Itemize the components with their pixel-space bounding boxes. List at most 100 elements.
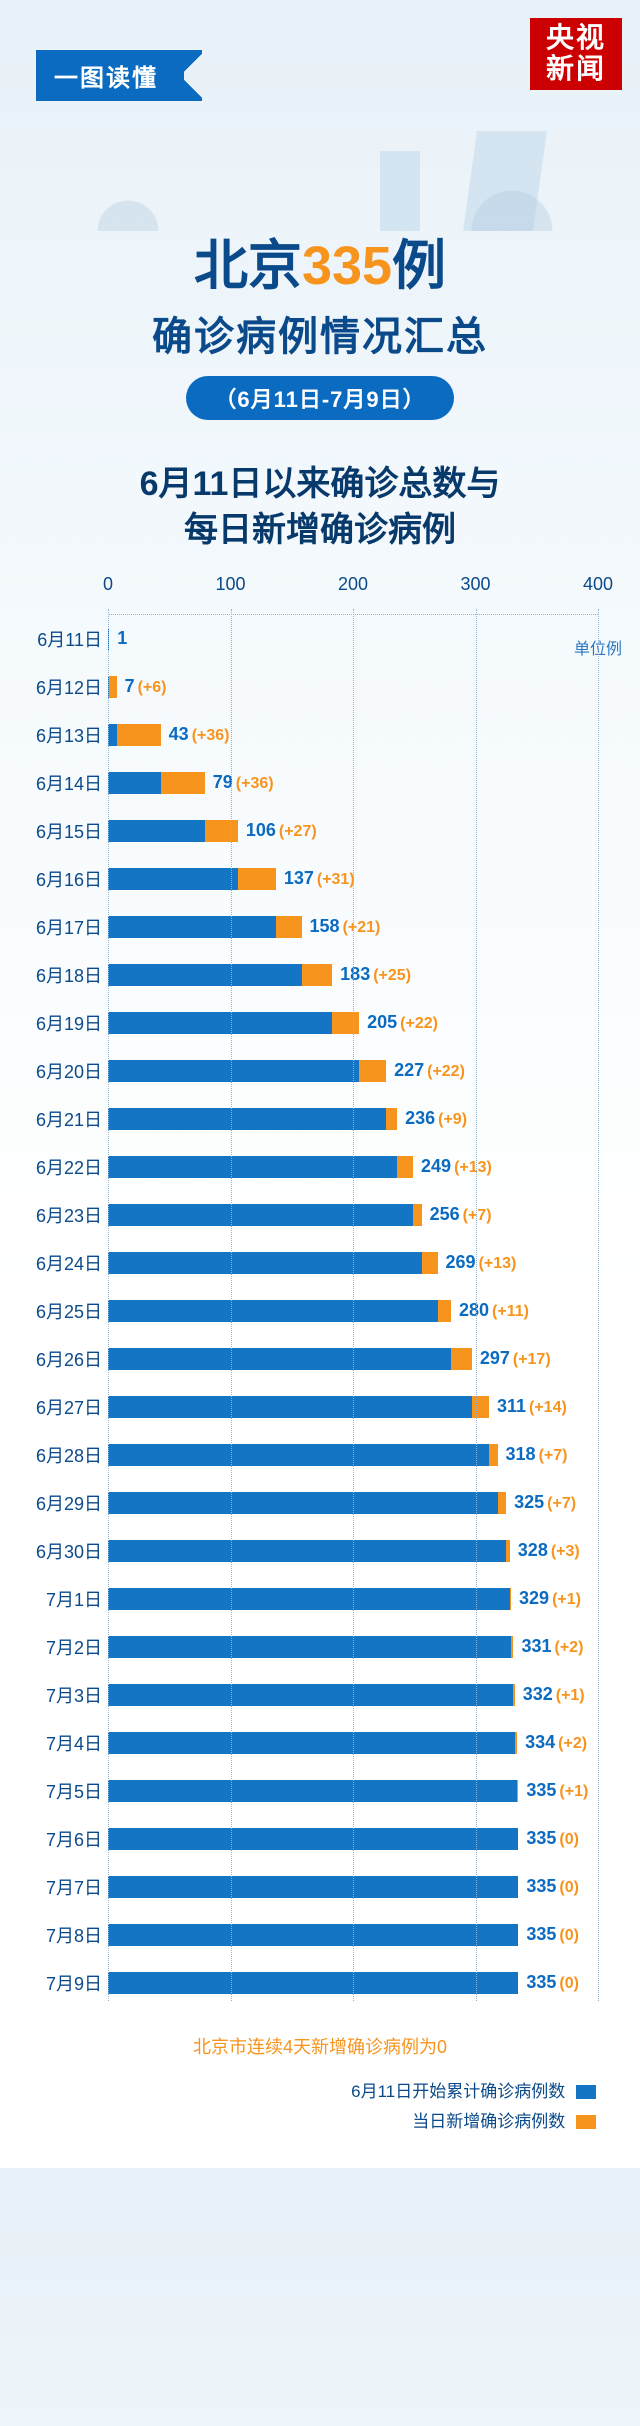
- bar-increment-segment: [472, 1396, 489, 1418]
- bar-cumulative-segment: [108, 1204, 413, 1226]
- row-delta-value: (0): [559, 1831, 579, 1848]
- gridline: [476, 609, 477, 2001]
- bar-increment-segment: [511, 1636, 513, 1658]
- headline-number: 335: [302, 236, 392, 296]
- bar-cumulative-segment: [108, 1060, 359, 1082]
- row-date-label: 6月11日: [30, 626, 102, 652]
- bar-cumulative-segment: [108, 1540, 506, 1562]
- row-value-labels: 249(+13): [421, 1156, 492, 1177]
- row-total-value: 256: [430, 1204, 460, 1224]
- row-value-labels: 236(+9): [405, 1108, 467, 1129]
- row-total-value: 158: [310, 916, 340, 936]
- row-date-label: 6月15日: [30, 818, 102, 844]
- chart-plot-area: 单位例 6月11日16月12日7(+6)6月13日43(+36)6月14日79(…: [108, 614, 598, 2007]
- row-delta-value: (+31): [317, 871, 355, 888]
- bar-cumulative-segment: [108, 772, 161, 794]
- row-total-value: 106: [246, 820, 276, 840]
- bar-increment-segment: [422, 1252, 438, 1274]
- row-date-label: 6月19日: [30, 1010, 102, 1036]
- row-total-value: 318: [506, 1444, 536, 1464]
- row-total-value: 43: [169, 724, 189, 744]
- row-date-label: 7月1日: [30, 1586, 102, 1612]
- row-value-labels: 329(+1): [519, 1588, 581, 1609]
- row-date-label: 7月5日: [30, 1778, 102, 1804]
- headline-suffix: 例: [392, 236, 446, 296]
- bar: [108, 964, 332, 986]
- row-value-labels: 158(+21): [310, 916, 381, 937]
- row-delta-value: (+27): [279, 823, 317, 840]
- bar: [108, 1348, 472, 1370]
- row-value-labels: 43(+36): [169, 724, 230, 745]
- row-date-label: 6月13日: [30, 722, 102, 748]
- headline: 北京335例 确诊病例情况汇总 （6月11日-7月9日）: [0, 221, 640, 420]
- row-value-labels: 1: [117, 628, 127, 649]
- bar: [108, 1876, 518, 1898]
- bar-increment-segment: [438, 1300, 451, 1322]
- bar-increment-segment: [451, 1348, 472, 1370]
- row-date-label: 7月8日: [30, 1922, 102, 1948]
- gridline: [353, 609, 354, 2001]
- bar: [108, 1204, 422, 1226]
- row-date-label: 6月28日: [30, 1442, 102, 1468]
- row-date-label: 6月21日: [30, 1106, 102, 1132]
- row-total-value: 7: [125, 676, 135, 696]
- bar: [108, 1588, 511, 1610]
- row-delta-value: (+13): [454, 1159, 492, 1176]
- x-tick-label: 100: [215, 574, 245, 595]
- row-date-label: 7月2日: [30, 1634, 102, 1660]
- bar: [108, 1540, 510, 1562]
- bar-increment-segment: [109, 676, 116, 698]
- row-total-value: 332: [523, 1684, 553, 1704]
- row-total-value: 137: [284, 868, 314, 888]
- row-date-label: 7月4日: [30, 1730, 102, 1756]
- row-value-labels: 318(+7): [506, 1444, 568, 1465]
- bar: [108, 820, 238, 842]
- row-total-value: 331: [521, 1636, 551, 1656]
- row-value-labels: 79(+36): [213, 772, 274, 793]
- row-total-value: 335: [526, 1780, 556, 1800]
- row-total-value: 329: [519, 1588, 549, 1608]
- row-total-value: 183: [340, 964, 370, 984]
- bar: [108, 1636, 513, 1658]
- row-date-label: 6月22日: [30, 1154, 102, 1180]
- row-delta-value: (+36): [192, 727, 230, 744]
- row-delta-value: (+2): [558, 1735, 587, 1752]
- row-value-labels: 297(+17): [480, 1348, 551, 1369]
- bar-cumulative-segment: [108, 964, 302, 986]
- logo-line2: 新闻: [546, 54, 606, 85]
- bar-cumulative-segment: [108, 1300, 438, 1322]
- bar-increment-segment: [413, 1204, 422, 1226]
- bar-increment-segment: [498, 1492, 507, 1514]
- bar-cumulative-segment: [108, 1972, 518, 1994]
- row-delta-value: (+14): [529, 1399, 567, 1416]
- bar: [108, 1156, 413, 1178]
- bar-cumulative-segment: [108, 1252, 422, 1274]
- bar-increment-segment: [302, 964, 333, 986]
- row-date-label: 6月25日: [30, 1298, 102, 1324]
- subtitle-line2: 每日新增确诊病例: [0, 508, 640, 554]
- bar-increment-segment: [515, 1732, 517, 1754]
- logo-line1: 央视: [546, 23, 606, 54]
- row-delta-value: (+6): [138, 679, 167, 696]
- bar-cumulative-segment: [108, 1684, 513, 1706]
- row-date-label: 6月24日: [30, 1250, 102, 1276]
- date-range-pill: （6月11日-7月9日）: [186, 376, 453, 420]
- bar-increment-segment: [489, 1444, 498, 1466]
- bar-cumulative-segment: [108, 1732, 515, 1754]
- bar-cumulative-segment: [108, 868, 238, 890]
- bar-increment-segment: [386, 1108, 397, 1130]
- row-delta-value: (+21): [343, 919, 381, 936]
- row-value-labels: 280(+11): [459, 1300, 529, 1321]
- row-value-labels: 335(0): [526, 1876, 579, 1897]
- row-value-labels: 335(0): [526, 1828, 579, 1849]
- x-tick-label: 300: [460, 574, 490, 595]
- bar-increment-segment: [276, 916, 302, 938]
- bar-increment-segment: [517, 1780, 518, 1802]
- row-value-labels: 335(+1): [526, 1780, 588, 1801]
- row-delta-value: (+9): [438, 1111, 467, 1128]
- row-date-label: 7月6日: [30, 1826, 102, 1852]
- row-delta-value: (+7): [539, 1447, 568, 1464]
- bar-cumulative-segment: [108, 1108, 386, 1130]
- chart-container: 0100200300400 单位例 6月11日16月12日7(+6)6月13日4…: [0, 564, 640, 2027]
- legend: 6月11日开始累计确诊病例数 当日新增确诊病例数: [0, 2077, 640, 2168]
